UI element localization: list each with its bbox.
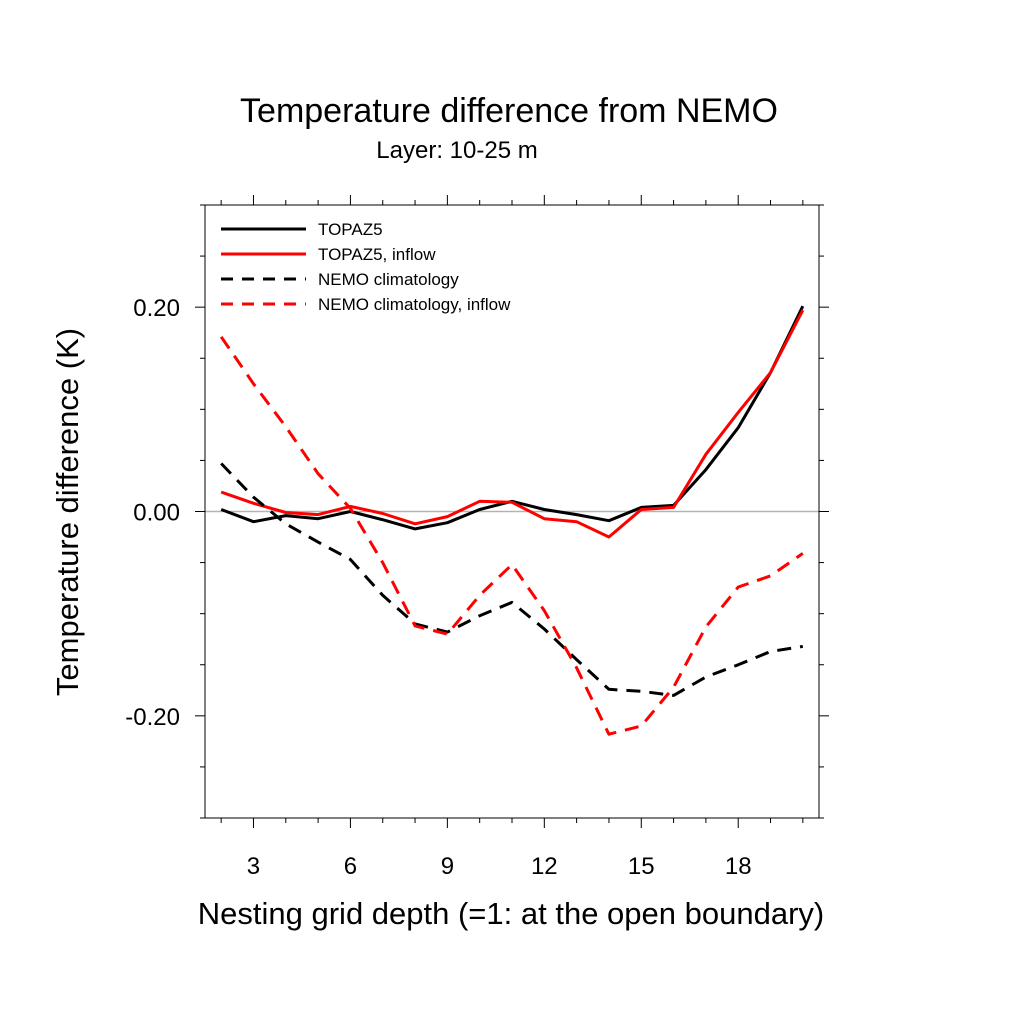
x-tick-label: 6: [344, 853, 357, 880]
chart-subtitle: Layer: 10-25 m: [376, 137, 537, 164]
x-tick-label: 12: [531, 853, 558, 880]
y-tick-label: 0.20: [133, 295, 180, 322]
x-tick-label: 18: [725, 853, 752, 880]
chart-title: Temperature difference from NEMO: [240, 92, 778, 130]
series-line-4: [219, 335, 804, 736]
series-line-1: [220, 305, 805, 531]
legend-label-4: NEMO climatology, inflow: [318, 295, 511, 314]
series-line-2: [220, 309, 805, 539]
y-tick-label: -0.20: [125, 704, 180, 731]
x-axis-label: Nesting grid depth (=1: at the open boun…: [198, 896, 824, 931]
series-layer: [219, 305, 805, 736]
x-tick-label: 9: [441, 853, 454, 880]
ticks-layer: [195, 195, 829, 828]
tick-labels-layer: 3 6 9 12 15 18 0.20 0.00 -0.20: [125, 295, 751, 880]
y-axis-label: Temperature difference (K): [50, 328, 85, 696]
x-tick-label: 15: [628, 853, 655, 880]
legend-label-3: NEMO climatology: [318, 270, 459, 289]
series-line-3: [220, 462, 804, 697]
legend: TOPAZ5 TOPAZ5, inflow NEMO climatology NEMO…: [221, 220, 511, 314]
x-tick-label: 3: [247, 853, 260, 880]
legend-label-1: TOPAZ5: [318, 220, 383, 239]
legend-label-2: TOPAZ5, inflow: [318, 245, 436, 264]
y-tick-label: 0.00: [133, 500, 180, 527]
